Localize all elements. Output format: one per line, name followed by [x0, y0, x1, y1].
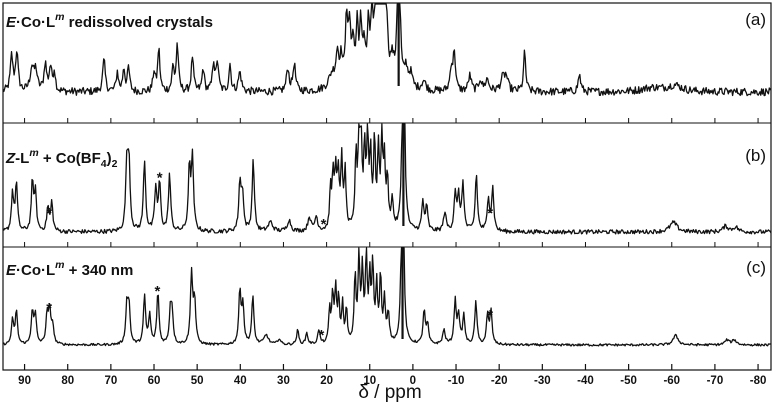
- spectra-traces: [2, 3, 772, 347]
- title-sup: m: [55, 259, 64, 271]
- x-tick-label: 70: [104, 375, 117, 387]
- x-axis-label: δ / ppm: [358, 382, 421, 403]
- x-tick-label: 80: [61, 375, 74, 387]
- title-prefix: E: [6, 262, 17, 279]
- x-tick-label: 20: [320, 375, 333, 387]
- title-sup: m: [29, 147, 38, 159]
- x-tick-label: -60: [663, 375, 680, 387]
- spectrum-trace-3: [3, 247, 772, 347]
- panel-title-2: Z-Lm + Co(BF4)2: [5, 147, 118, 170]
- title-suffix: + 340 nm: [65, 262, 134, 279]
- title-sup: m: [55, 11, 64, 23]
- title-suffix: + Co(BF: [39, 150, 101, 167]
- x-tick-label: -30: [534, 375, 551, 387]
- title-prefix: E: [6, 14, 17, 31]
- impurity-star-marker: *: [487, 205, 493, 222]
- plot-frame: [2, 2, 772, 371]
- title-suffix-2: ): [107, 150, 112, 167]
- impurity-star-marker: *: [157, 170, 163, 187]
- panel-tag-3: (c): [746, 258, 766, 277]
- x-tick-label: 30: [277, 375, 290, 387]
- title-suffix: redissolved crystals: [65, 14, 213, 31]
- x-tick-label: -10: [448, 375, 465, 387]
- x-tick-label: -50: [620, 375, 637, 387]
- panel-title-3: E·Co·Lm + 340 nm: [6, 259, 133, 279]
- impurity-star-marker: *: [46, 205, 52, 222]
- x-tick-label: 60: [148, 375, 161, 387]
- title-sub-2: 2: [112, 158, 118, 170]
- x-tick-label: 40: [234, 375, 247, 387]
- impurity-star-marker: *: [318, 327, 324, 344]
- x-tick-label: -80: [750, 375, 767, 387]
- x-tick-label: 90: [18, 375, 31, 387]
- panel-separators: [3, 118, 771, 248]
- title-sub: 4: [101, 158, 107, 170]
- title-middle: ·Co·L: [16, 262, 55, 279]
- panel-tag-1: (a): [745, 10, 766, 29]
- panel-tag-2: (b): [745, 146, 766, 165]
- spectrum-trace-1: [2, 3, 772, 97]
- x-tick-label: 50: [191, 375, 204, 387]
- x-tick-label: 0: [410, 375, 416, 387]
- x-axis-ticks: 90 80 70 60 50 40 30 20 10 0 -10 -20 -30 -40 -50 -60 -70…: [18, 364, 766, 387]
- title-middle: ·Co·L: [16, 14, 55, 31]
- impurity-star-marker: *: [487, 307, 493, 324]
- impurity-star-marker: *: [46, 300, 52, 317]
- x-tick-label: 10: [363, 375, 376, 387]
- x-tick-label: -70: [707, 375, 724, 387]
- title-prefix: Z: [5, 150, 16, 167]
- panel-title-1: E·Co·Lm redissolved crystals: [6, 11, 213, 31]
- x-tick-label: -40: [577, 375, 594, 387]
- impurity-star-marker: *: [321, 216, 327, 233]
- x-tick-label: -20: [491, 375, 508, 387]
- annotations: E·Co·Lm redissolved crystals (a)Z-Lm + Co…: [5, 10, 766, 344]
- spectrum-trace-2: [2, 123, 772, 235]
- impurity-star-marker: *: [155, 283, 161, 300]
- title-middle: -L: [15, 150, 29, 167]
